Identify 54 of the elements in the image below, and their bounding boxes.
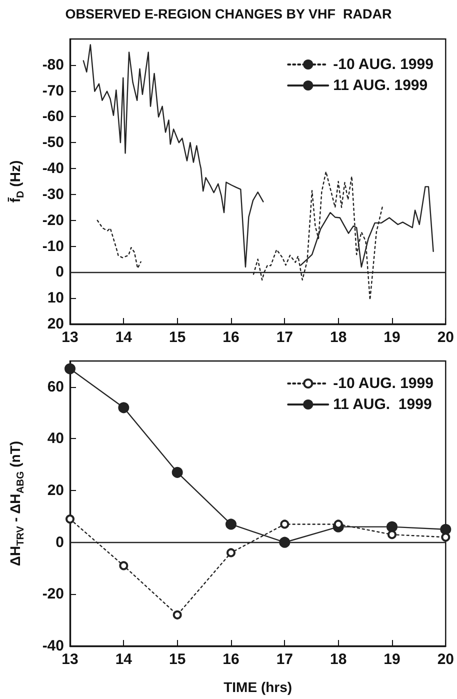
y-axis-title: ΔHTRV - ΔHABG (nT)	[7, 440, 26, 566]
x-tick-label: 20	[437, 329, 454, 346]
point	[172, 610, 182, 620]
x-tick-label: 14	[115, 651, 133, 668]
y-tick-label: -70	[42, 82, 64, 100]
y-tick-label: 0	[56, 264, 64, 281]
x-tick-label: 13	[62, 651, 78, 668]
y-tick-label: -10	[42, 238, 64, 255]
point	[172, 466, 183, 478]
point	[441, 532, 450, 542]
x-tick-label: 15	[168, 329, 186, 346]
x-tick-label: 19	[384, 329, 400, 346]
y-tick-label: 20	[47, 482, 64, 500]
x-tick-label: 18	[330, 651, 347, 668]
x-tick-label: 17	[276, 329, 294, 346]
y-tick-label: -20	[42, 212, 64, 229]
y-tick-label: 60	[47, 378, 64, 396]
x-tick-label: 20	[437, 651, 454, 668]
y-tick-label: 20	[47, 316, 64, 332]
y-tick-label: -40	[42, 160, 64, 178]
y-tick-label: -60	[42, 108, 64, 126]
legend-label: 11 AUG. 1999	[333, 396, 432, 413]
point	[440, 524, 452, 535]
x-tick-label: 15	[168, 651, 186, 668]
point	[119, 561, 128, 570]
point	[280, 520, 290, 529]
point	[226, 548, 236, 558]
y-tick-label: -80	[42, 56, 64, 74]
chart-title: OBSERVED E-REGION CHANGES BY VHF RADAR	[65, 6, 392, 22]
y-tick-label: 10	[47, 290, 64, 307]
x-tick-label: 16	[222, 329, 240, 346]
x-tick-label: 17	[276, 651, 294, 668]
point	[386, 521, 398, 532]
y-tick-label: -20	[42, 586, 64, 603]
legend-label: -10 AUG. 1999	[333, 56, 434, 73]
x-tick-label: 14	[115, 329, 133, 346]
legend-label: 11 AUG. 1999	[333, 77, 428, 94]
y-tick-label: -30	[42, 186, 64, 203]
y-tick-label: -40	[42, 638, 64, 654]
y-tick-label: 40	[47, 430, 64, 448]
y-tick-label: -50	[42, 134, 64, 152]
x-tick-label: 19	[384, 651, 400, 668]
x-axis-title: TIME (hrs)	[224, 679, 292, 695]
point	[118, 402, 130, 414]
point	[388, 530, 396, 540]
x-tick-label: 16	[222, 651, 240, 668]
legend-label: -10 AUG. 1999	[333, 375, 434, 392]
x-tick-label: 13	[62, 329, 78, 346]
x-tick-label: 18	[330, 329, 347, 346]
point	[64, 363, 76, 374]
point	[226, 518, 236, 530]
y-axis-title: f̄D (Hz)	[7, 160, 26, 203]
y-tick-label: 0	[56, 534, 64, 551]
point	[66, 514, 74, 524]
